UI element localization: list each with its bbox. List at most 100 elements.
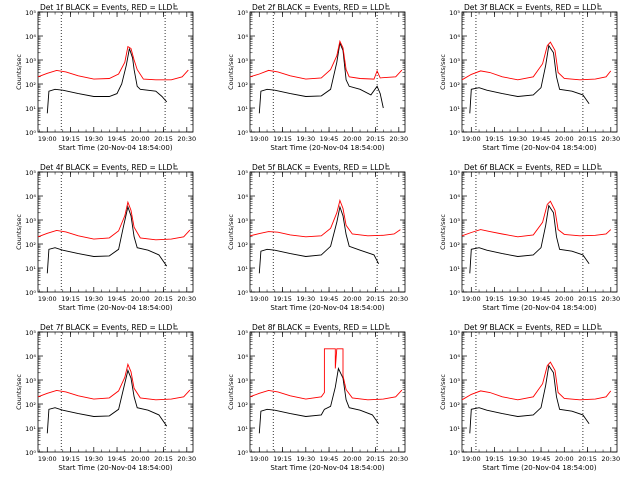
x-tick-label: 19:00 xyxy=(38,135,57,143)
x-tick-label: 19:30 xyxy=(296,455,315,463)
title-bracket-glyph xyxy=(597,323,602,330)
x-tick-label: 20:30 xyxy=(177,295,196,303)
y-tick-label: 10⁵ xyxy=(25,169,36,177)
x-tick-label: 19:15 xyxy=(273,135,292,143)
x-tick-label: 19:15 xyxy=(273,295,292,303)
x-tick-label: 19:30 xyxy=(508,455,527,463)
x-tick-label: 19:00 xyxy=(462,295,481,303)
x-tick-label: 20:15 xyxy=(154,295,173,303)
x-tick-label: 20:30 xyxy=(389,455,408,463)
y-axis-label: Counts/sec xyxy=(439,54,447,90)
panel-det-5: Det 5f BLACK = Events, RED = LLD 10⁰ 10¹ 10… xyxy=(227,163,408,312)
panel-title: Det 3f BLACK = Events, RED = LLD xyxy=(464,3,597,12)
y-axis-label: Counts/sec xyxy=(439,214,447,250)
plot-frame xyxy=(249,331,406,453)
y-tick-label: 10⁰ xyxy=(449,449,460,457)
x-tick-label: 20:00 xyxy=(131,455,150,463)
y-tick-label: 10¹ xyxy=(237,105,248,113)
x-tick-label: 20:30 xyxy=(601,295,620,303)
y-tick-label: 10¹ xyxy=(25,105,36,113)
events-series-line xyxy=(258,367,379,434)
x-tick-label: 19:15 xyxy=(61,295,80,303)
y-axis-label: Counts/sec xyxy=(227,214,235,250)
x-tick-label: 19:45 xyxy=(108,455,127,463)
title-bracket-glyph xyxy=(385,163,390,170)
events-series-line xyxy=(469,364,590,434)
panel-det-2: Det 2f BLACK = Events, RED = LLD 10⁰ 10¹ 10… xyxy=(227,3,408,152)
y-tick-label: 10⁰ xyxy=(237,449,248,457)
y-tick-label: 10⁰ xyxy=(25,129,36,137)
y-axis-label: Counts/sec xyxy=(15,214,23,250)
events-series-line xyxy=(469,204,590,274)
y-tick-label: 10⁰ xyxy=(25,289,36,297)
plot-frame xyxy=(249,11,406,133)
y-tick-label: 10³ xyxy=(449,377,460,385)
y-axis-label: Counts/sec xyxy=(439,374,447,410)
lld-series-line xyxy=(461,361,612,401)
x-tick-label: 19:45 xyxy=(532,295,551,303)
x-tick-label: 19:45 xyxy=(108,295,127,303)
y-axis-label: Counts/sec xyxy=(15,54,23,90)
x-tick-label: 19:00 xyxy=(38,295,57,303)
plot-frame xyxy=(461,11,618,133)
x-tick-label: 19:45 xyxy=(532,135,551,143)
x-tick-label: 19:00 xyxy=(38,455,57,463)
x-tick-label: 19:45 xyxy=(108,135,127,143)
x-tick-label: 20:15 xyxy=(154,455,173,463)
x-tick-label: 20:30 xyxy=(389,295,408,303)
y-axis-label: Counts/sec xyxy=(15,374,23,410)
panel-det-7: Det 7f BLACK = Events, RED = LLD 10⁰ 10¹ 10… xyxy=(15,323,196,472)
x-axis-label: Start Time (20-Nov-04 18:54:00) xyxy=(270,304,384,312)
plot-frame xyxy=(461,171,618,293)
y-tick-label: 10³ xyxy=(25,217,36,225)
y-tick-label: 10³ xyxy=(25,377,36,385)
x-tick-label: 20:15 xyxy=(578,295,597,303)
title-bracket-glyph xyxy=(385,323,390,330)
x-tick-label: 19:00 xyxy=(250,455,269,463)
title-bracket-glyph xyxy=(597,3,602,10)
title-bracket-glyph xyxy=(385,3,390,10)
panel-title: Det 2f BLACK = Events, RED = LLD xyxy=(252,3,385,12)
x-tick-label: 20:00 xyxy=(555,295,574,303)
x-tick-label: 19:30 xyxy=(84,135,103,143)
events-series-line xyxy=(258,205,379,274)
x-tick-label: 20:00 xyxy=(555,455,574,463)
x-tick-label: 19:30 xyxy=(84,455,103,463)
x-tick-label: 20:00 xyxy=(343,455,362,463)
y-tick-label: 10³ xyxy=(237,57,248,65)
x-tick-label: 19:00 xyxy=(462,455,481,463)
lld-series-line xyxy=(249,348,403,401)
y-tick-label: 10³ xyxy=(25,57,36,65)
y-tick-label: 10⁴ xyxy=(237,33,248,41)
x-axis-label: Start Time (20-Nov-04 18:54:00) xyxy=(482,304,596,312)
panel-det-4: Det 4f BLACK = Events, RED = LLD 10⁰ 10¹ 10… xyxy=(15,163,196,312)
x-tick-label: 19:00 xyxy=(250,295,269,303)
y-tick-label: 10⁴ xyxy=(449,193,460,201)
x-axis-label: Start Time (20-Nov-04 18:54:00) xyxy=(482,144,596,152)
y-tick-label: 10⁰ xyxy=(237,289,248,297)
x-tick-label: 19:15 xyxy=(273,455,292,463)
plot-frame xyxy=(249,171,406,293)
plot-frame xyxy=(37,331,194,453)
title-bracket-glyph xyxy=(173,3,178,10)
y-axis-label: Counts/sec xyxy=(227,54,235,90)
x-tick-label: 19:45 xyxy=(532,455,551,463)
panel-title: Det 4f BLACK = Events, RED = LLD xyxy=(40,163,173,172)
y-tick-label: 10⁵ xyxy=(25,329,36,337)
panel-det-3: Det 3f BLACK = Events, RED = LLD 10⁰ 10¹ 10… xyxy=(439,3,620,152)
x-tick-label: 20:00 xyxy=(555,135,574,143)
x-tick-label: 19:15 xyxy=(61,135,80,143)
panel-title: Det 6f BLACK = Events, RED = LLD xyxy=(464,163,597,172)
lld-series-line xyxy=(37,200,191,241)
y-tick-label: 10² xyxy=(25,81,36,89)
panel-title: Det 1f BLACK = Events, RED = LLD xyxy=(40,3,173,12)
events-series-line xyxy=(258,41,384,114)
y-tick-label: 10⁴ xyxy=(449,353,460,361)
y-tick-label: 10⁴ xyxy=(237,353,248,361)
panel-title: Det 7f BLACK = Events, RED = LLD xyxy=(40,323,173,332)
y-tick-label: 10⁵ xyxy=(25,9,36,17)
plot-frame xyxy=(37,171,194,293)
x-tick-label: 20:30 xyxy=(601,455,620,463)
x-tick-label: 19:30 xyxy=(508,295,527,303)
y-tick-label: 10⁴ xyxy=(25,193,36,201)
